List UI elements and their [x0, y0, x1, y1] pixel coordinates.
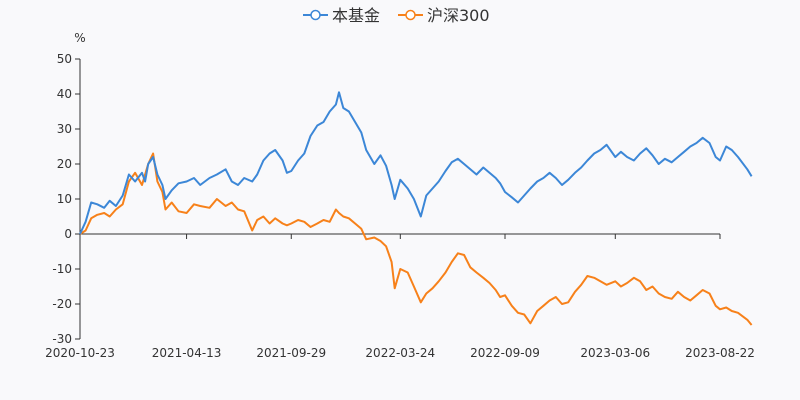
y-tick-label: 0	[64, 227, 72, 241]
y-axis: -30 -20 -10 0 10 20 30 40 50	[52, 52, 81, 346]
x-tick-label: 2021-04-13	[152, 346, 222, 360]
series-line-fund[interactable]	[79, 91, 753, 235]
x-axis: 2020-10-23 2021-04-13 2021-09-29 2022-03-24…	[45, 233, 755, 360]
x-tick-label: 2022-09-09	[470, 346, 540, 360]
legend-marker-index	[405, 9, 416, 21]
y-tick-label: 30	[57, 122, 72, 136]
y-tick-label: -10	[52, 262, 72, 276]
y-tick-label: 40	[57, 87, 72, 101]
legend-label-index: 沪深300	[427, 6, 490, 25]
series-layer	[79, 91, 753, 326]
series-line-index[interactable]	[79, 152, 753, 326]
y-tick-label: 10	[57, 192, 72, 206]
x-tick-label: 2022-03-24	[365, 346, 435, 360]
y-tick-label: 50	[57, 52, 72, 66]
y-axis-unit: %	[74, 31, 85, 45]
x-tick-label: 2023-08-22	[685, 346, 755, 360]
legend-item-index[interactable]: 沪深300	[398, 6, 490, 25]
y-tick-label: 20	[57, 157, 72, 171]
legend-marker-fund	[310, 9, 321, 21]
legend: 本基金 沪深300	[303, 6, 490, 25]
legend-item-fund[interactable]: 本基金	[303, 6, 380, 25]
y-tick-label: -30	[52, 332, 72, 346]
y-tick-label: -20	[52, 297, 72, 311]
x-tick-label: 2023-03-06	[580, 346, 650, 360]
legend-label-fund: 本基金	[332, 6, 380, 25]
x-tick-label: 2020-10-23	[45, 346, 115, 360]
x-tick-label: 2021-09-29	[256, 346, 326, 360]
